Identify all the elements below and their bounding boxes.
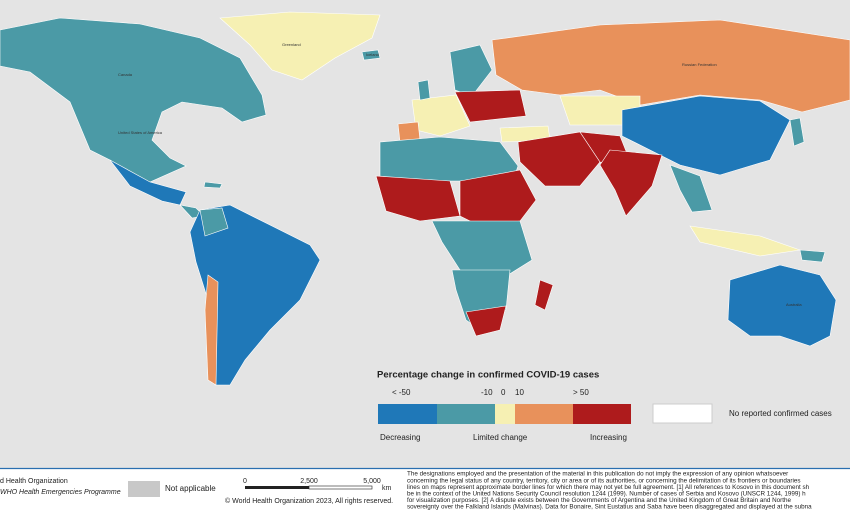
disclaimer-line: for visualization purposes. [2] A disput…	[407, 497, 791, 504]
country-labels: Greenland Iceland Canada United States o…	[118, 42, 802, 307]
country-label: United States of America	[118, 130, 163, 135]
legend-title: Percentage change in confirmed COVID-19 …	[377, 370, 599, 381]
scale-label: 0	[243, 478, 247, 485]
madagascar	[534, 279, 554, 311]
legend-group: Increasing	[590, 433, 627, 442]
caribbean	[203, 181, 223, 189]
russia	[491, 19, 850, 113]
disclaimer-line: concerning the legal status of any count…	[407, 477, 801, 484]
india	[599, 149, 663, 217]
legend-swatch	[515, 404, 573, 424]
southeast-asia	[669, 164, 713, 213]
programme: WHO Health Emergencies Programme	[0, 489, 121, 496]
iceland	[361, 49, 381, 61]
north-america	[0, 17, 267, 183]
country-label: Russian Federation	[682, 62, 717, 67]
legend-break: -10	[481, 388, 493, 397]
country-label: Greenland	[282, 42, 301, 47]
west-africa	[375, 175, 461, 222]
scale-label: 2,500	[300, 478, 318, 485]
copyright: © World Health Organization 2023, All ri…	[225, 497, 393, 505]
country-label: Canada	[118, 72, 133, 77]
legend-swatch-no-data	[652, 403, 713, 424]
scale-bar	[308, 485, 373, 490]
not-applicable-swatch	[128, 481, 160, 497]
legend-group: Limited change	[473, 433, 528, 442]
not-applicable-label: Not applicable	[165, 484, 216, 493]
disclaimer-line: lines on maps represent approximate bord…	[407, 484, 810, 491]
legend-swatch	[573, 404, 631, 424]
scandinavia	[449, 44, 493, 97]
legend-break: > 50	[573, 388, 589, 397]
eastern-europe	[454, 89, 527, 123]
south-africa	[465, 305, 507, 337]
japan	[789, 117, 805, 147]
scale-label: 5,000	[363, 478, 381, 485]
legend-swatch	[495, 404, 515, 424]
countries	[0, 11, 850, 386]
legend-swatch	[437, 404, 495, 424]
legend-group: Decreasing	[380, 433, 420, 442]
disclaimer-line: The designations employed and the presen…	[407, 471, 788, 478]
greenland	[219, 11, 381, 81]
legend: Percentage change in confirmed COVID-19 …	[377, 370, 832, 443]
scale-unit: km	[382, 485, 392, 492]
disclaimer-line: be in the context of the United Nations …	[407, 490, 806, 497]
australia	[727, 264, 837, 347]
disclaimer: The designations employed and the presen…	[407, 471, 812, 511]
country-label: Australia	[786, 302, 802, 307]
chile	[204, 274, 219, 386]
legend-no-data: No reported confirmed cases	[729, 409, 832, 418]
country-label: Iceland	[366, 52, 379, 57]
footer: d Health Organization WHO Health Emergen…	[0, 467, 850, 512]
colombia	[199, 207, 229, 237]
scale-bar	[245, 486, 309, 489]
disclaimer-line: sovereignty over the Falkland Islands (M…	[407, 504, 812, 511]
china	[621, 95, 791, 176]
legend-break: 10	[515, 388, 524, 397]
legend-swatch	[378, 404, 437, 424]
papua	[799, 249, 826, 263]
legend-break: 0	[501, 388, 506, 397]
org-name: d Health Organization	[0, 478, 68, 485]
indonesia	[689, 225, 801, 257]
uk	[417, 79, 431, 101]
legend-break: < -50	[392, 388, 411, 397]
south-america	[189, 204, 321, 386]
